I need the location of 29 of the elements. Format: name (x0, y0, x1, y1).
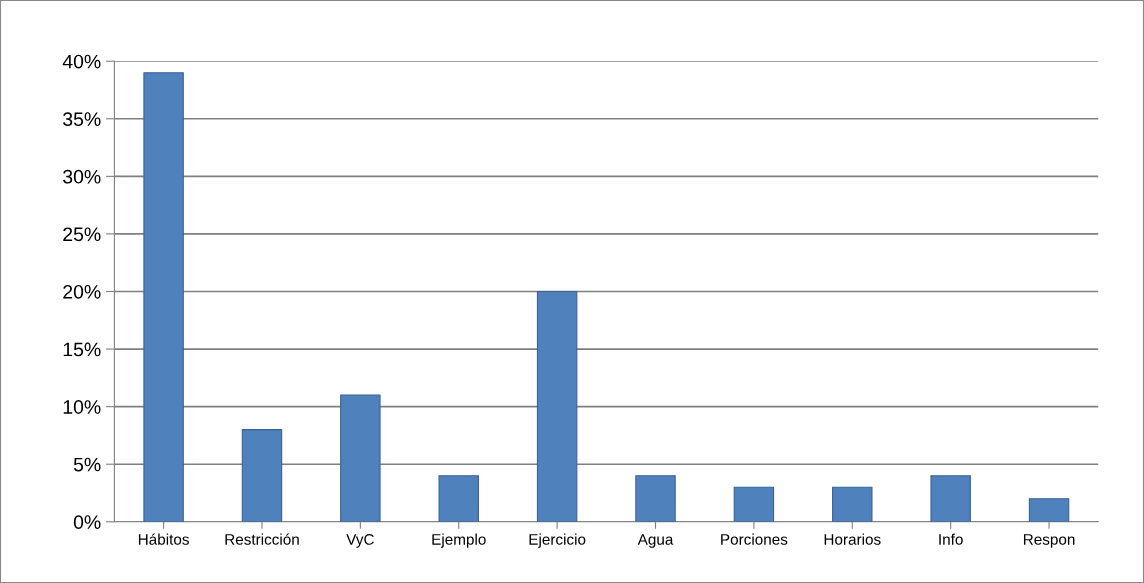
bar (733, 486, 775, 522)
y-tick-label: 40% (62, 54, 101, 69)
x-tick-label: Agua (637, 534, 674, 548)
y-tick-label: 25% (63, 227, 101, 242)
x-tick-label: Ejercicio (529, 533, 586, 548)
y-tick-label: 20% (63, 284, 101, 299)
x-tick-label: Respon (1023, 534, 1075, 548)
bar (438, 475, 479, 522)
x-tick-label: Hábitos (138, 533, 189, 545)
x-tick-label: Restricción (225, 533, 299, 545)
y-tick-label: 35% (63, 112, 101, 127)
x-tick-label: VyC (346, 533, 374, 548)
x-tick-label: Ejemplo (432, 533, 486, 548)
bar (930, 475, 971, 522)
y-tick-label: 10% (63, 400, 101, 414)
x-tick-label: Horarios (824, 533, 881, 545)
y-tick-label: 5% (73, 457, 101, 472)
bar (832, 486, 873, 522)
y-tick-label: 15% (63, 342, 101, 357)
bar (241, 429, 283, 522)
bar (340, 394, 381, 522)
bar (536, 290, 578, 522)
x-tick-label: Info (939, 533, 963, 545)
y-tick-label: 30% (63, 169, 101, 184)
x-tick-label: Porciones (721, 533, 788, 545)
bar (1028, 498, 1070, 522)
bar (143, 72, 184, 522)
bar (635, 475, 676, 522)
y-tick-label: 0% (73, 515, 101, 530)
